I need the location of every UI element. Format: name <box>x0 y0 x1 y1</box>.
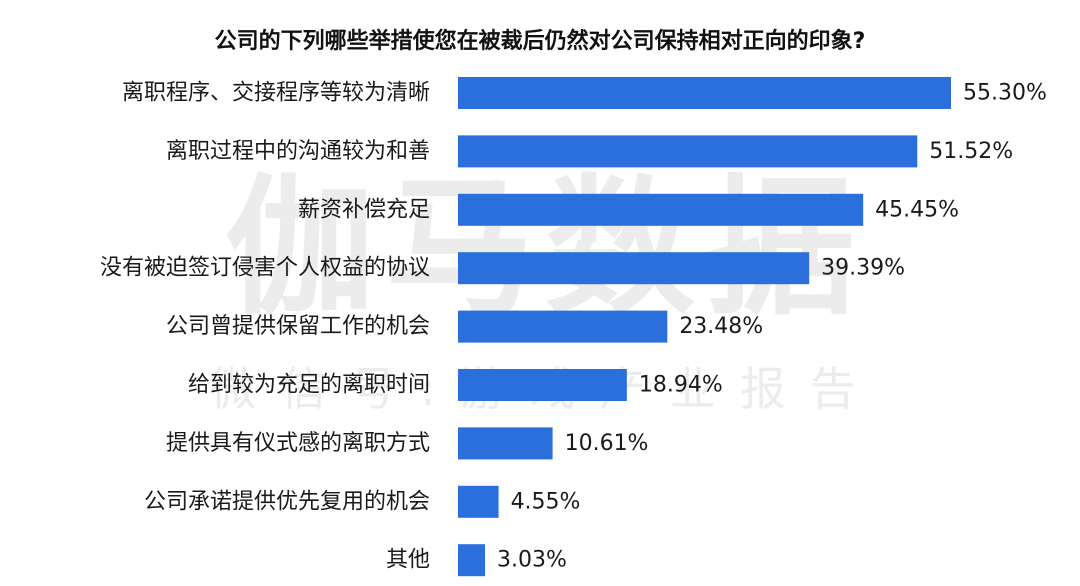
value-label: 55.30% <box>963 81 1047 106</box>
category-label: 没有被迫签订侵害个人权益的协议 <box>100 256 430 281</box>
category-label: 薪资补偿充足 <box>298 197 430 222</box>
bar <box>458 252 810 285</box>
value-label: 10.61% <box>565 431 649 456</box>
category-label: 公司曾提供保留工作的机会 <box>166 314 430 339</box>
chart-title: 公司的下列哪些举措使您在被裁后仍然对公司保持相对正向的印象? <box>215 28 866 54</box>
bar <box>458 77 951 109</box>
category-label: 公司承诺提供优先复用的机会 <box>144 489 430 514</box>
bar <box>458 193 864 226</box>
bar <box>458 310 668 343</box>
value-label: 51.52% <box>929 139 1013 164</box>
category-label: 其他 <box>386 548 430 573</box>
value-label: 39.39% <box>821 256 905 281</box>
value-label: 23.48% <box>679 314 763 339</box>
watermark-main-text: 伽马数据 <box>225 162 865 336</box>
category-label: 离职程序、交接程序等较为清晰 <box>122 81 430 106</box>
value-label: 18.94% <box>639 373 723 398</box>
value-label: 4.55% <box>511 489 581 514</box>
value-label: 45.45% <box>875 197 959 222</box>
bar <box>458 485 499 518</box>
category-label: 给到较为充足的离职时间 <box>188 373 430 398</box>
value-label: 3.03% <box>497 548 567 573</box>
bar <box>458 369 627 401</box>
bar <box>458 544 486 577</box>
category-label: 提供具有仪式感的离职方式 <box>166 431 430 456</box>
bars-group: 离职程序、交接程序等较为清晰 55.30% 离职过程中的沟通较为和善 51.52% 薪资… <box>100 77 1047 577</box>
category-label: 离职过程中的沟通较为和善 <box>166 139 430 164</box>
bar <box>458 427 553 460</box>
bar <box>458 135 918 168</box>
